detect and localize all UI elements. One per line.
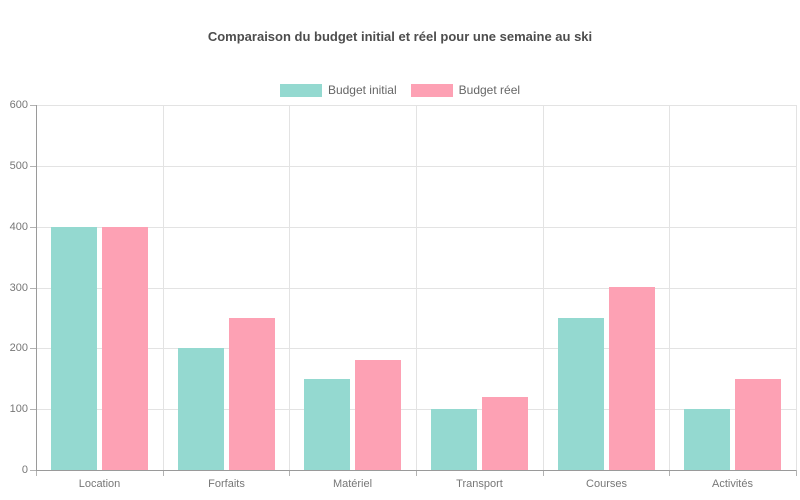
gridline-v-5 <box>669 105 670 470</box>
xtick-3 <box>416 470 417 476</box>
bar-budget-reel-activites <box>735 379 781 470</box>
legend-item-budget-initial: Budget initial <box>279 83 397 97</box>
chart-title: Comparaison du budget initial et réel po… <box>207 29 593 44</box>
legend-label-budget-initial: Budget initial <box>327 83 397 97</box>
category-label-activites: Activités <box>712 478 753 490</box>
bar-budget-initial-forfaits <box>178 348 224 470</box>
y-axis-label-100: 100 <box>9 403 28 415</box>
bar-budget-reel-materiel <box>355 360 401 470</box>
category-label-materiel: Matériel <box>332 478 373 490</box>
ytick-300 <box>30 288 36 289</box>
bar-budget-reel-transport <box>482 397 528 470</box>
gridline-v-6 <box>796 105 797 470</box>
category-label-forfaits: Forfaits <box>208 478 245 490</box>
y-axis-label-600: 600 <box>9 99 28 111</box>
bar-budget-reel-forfaits <box>229 318 275 470</box>
xtick-2 <box>289 470 290 476</box>
bar-budget-initial-materiel <box>304 379 350 470</box>
category-label-courses: Courses <box>586 478 627 490</box>
ytick-200 <box>30 348 36 349</box>
gridline-v-1 <box>163 105 164 470</box>
ytick-100 <box>30 409 36 410</box>
ytick-400 <box>30 227 36 228</box>
xtick-0 <box>36 470 37 476</box>
bar-budget-reel-location <box>102 227 148 470</box>
legend-swatch-budget-initial <box>279 83 322 97</box>
x-axis-line <box>36 470 796 471</box>
y-axis-label-500: 500 <box>9 160 28 172</box>
gridline-v-4 <box>543 105 544 470</box>
bar-budget-initial-activites <box>684 409 730 470</box>
y-axis-label-0: 0 <box>21 464 28 476</box>
gridline-v-2 <box>289 105 290 470</box>
category-label-transport: Transport <box>456 478 503 490</box>
legend-swatch-budget-reel <box>410 83 453 97</box>
category-label-location: Location <box>78 478 121 490</box>
y-axis-line <box>36 105 37 470</box>
legend-label-budget-reel: Budget réel <box>458 83 521 97</box>
plot-area: 0 100 200 300 400 500 600 Location Forfaits Matér… <box>10 99 797 490</box>
bar-budget-initial-location <box>51 227 97 470</box>
ytick-500 <box>30 166 36 167</box>
ytick-0 <box>30 470 36 471</box>
legend-item-budget-reel: Budget réel <box>410 83 521 97</box>
legend: Budget initial Budget réel <box>0 83 800 97</box>
bar-budget-initial-courses <box>558 318 604 470</box>
bar-budget-reel-courses <box>609 287 655 470</box>
xtick-4 <box>543 470 544 476</box>
xtick-6 <box>796 470 797 476</box>
gridline-v-3 <box>416 105 417 470</box>
y-axis-label-400: 400 <box>9 221 28 233</box>
y-axis-label-200: 200 <box>9 342 28 354</box>
xtick-1 <box>163 470 164 476</box>
ytick-600 <box>30 105 36 106</box>
xtick-5 <box>669 470 670 476</box>
y-axis-label-300: 300 <box>9 282 28 294</box>
bar-budget-initial-transport <box>431 409 477 470</box>
